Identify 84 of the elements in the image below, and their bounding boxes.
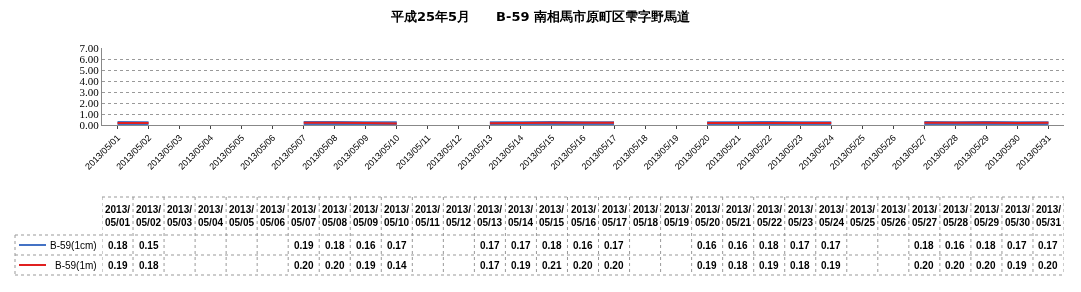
- data-label: 0.20: [945, 260, 965, 271]
- data-label: 0.17: [387, 240, 407, 251]
- data-label: 0.20: [976, 260, 996, 271]
- data-label: 0.20: [604, 260, 624, 271]
- data-label: 0.21: [542, 260, 562, 271]
- y-tick-label: 5.00: [79, 63, 100, 76]
- data-label: 0.19: [108, 260, 128, 271]
- data-label: 0.15: [139, 240, 159, 251]
- data-label: 0.19: [294, 240, 314, 251]
- category-label: 2013/05/08: [322, 204, 348, 228]
- data-label: 0.17: [1038, 240, 1058, 251]
- data-label: 0.20: [294, 260, 314, 271]
- category-label: 2013/05/09: [353, 204, 379, 228]
- category-label: 2013/05/14: [508, 204, 534, 228]
- data-label: 0.17: [511, 240, 531, 251]
- y-tick-label: 3.00: [79, 85, 100, 98]
- data-label: 0.19: [1007, 260, 1027, 271]
- y-tick-label: 7.00: [79, 41, 100, 54]
- category-label: 2013/05/31: [1036, 204, 1062, 228]
- data-label: 0.19: [697, 260, 717, 271]
- category-label: 2013/05/27: [912, 204, 938, 228]
- category-label: 2013/05/13: [477, 204, 503, 228]
- category-label: 2013/05/16: [571, 204, 597, 228]
- category-label: 2013/05/01: [105, 204, 131, 228]
- category-label: 2013/05/07: [291, 204, 317, 228]
- category-label: 2013/05/29: [974, 204, 1000, 228]
- category-label: 2013/05/17: [602, 204, 628, 228]
- category-label: 2013/05/25: [850, 204, 876, 228]
- category-label: 2013/05/21: [726, 204, 752, 228]
- data-label: 0.16: [573, 240, 593, 251]
- data-label: 0.18: [325, 240, 345, 251]
- data-label: 0.17: [790, 240, 810, 251]
- data-label: 0.18: [139, 260, 159, 271]
- data-label: 0.17: [821, 240, 841, 251]
- data-label: 0.17: [480, 240, 500, 251]
- category-label: 2013/05/02: [136, 204, 162, 228]
- data-label: 0.19: [821, 260, 841, 271]
- category-label: 2013/05/20: [695, 204, 721, 228]
- data-label: 0.18: [728, 260, 748, 271]
- data-label: 0.18: [790, 260, 810, 271]
- y-tick-label: 6.00: [79, 52, 100, 65]
- category-label: 2013/05/12: [446, 204, 472, 228]
- category-label: 2013/05/30: [1005, 204, 1031, 228]
- legend-label: B-59(1cm): [50, 240, 97, 251]
- category-label: 2013/05/26: [881, 204, 907, 228]
- data-label: 0.18: [759, 240, 779, 251]
- data-label: 0.20: [1038, 260, 1058, 271]
- category-label: 2013/05/06: [260, 204, 286, 228]
- category-label: 2013/05/19: [664, 204, 690, 228]
- data-label: 0.16: [728, 240, 748, 251]
- category-label: 2013/05/03: [167, 204, 193, 228]
- data-label: 0.20: [325, 260, 345, 271]
- data-label: 0.20: [914, 260, 934, 271]
- y-tick-label: 1.00: [79, 107, 100, 120]
- category-label: 2013/05/04: [198, 204, 224, 228]
- data-label: 0.18: [914, 240, 934, 251]
- category-label: 2013/05/22: [757, 204, 783, 228]
- y-tick-label: 0.00: [79, 118, 100, 131]
- y-tick-label: 2.00: [79, 96, 100, 109]
- data-label: 0.16: [356, 240, 376, 251]
- category-label: 2013/05/05: [229, 204, 255, 228]
- data-label: 0.18: [542, 240, 562, 251]
- data-label: 0.19: [511, 260, 531, 271]
- legend-label: B-59(1m): [55, 260, 97, 271]
- data-label: 0.17: [1007, 240, 1027, 251]
- data-label: 0.20: [573, 260, 593, 271]
- data-label: 0.18: [108, 240, 128, 251]
- category-label: 2013/05/11: [415, 204, 441, 228]
- category-label: 2013/05/15: [539, 204, 565, 228]
- category-label: 2013/05/18: [633, 204, 659, 228]
- y-tick-label: 4.00: [79, 74, 100, 87]
- chart-title: 平成25年5月 B-59 南相馬市原町区雫字野馬道: [389, 9, 692, 25]
- data-label: 0.17: [604, 240, 624, 251]
- category-label: 2013/05/28: [943, 204, 969, 228]
- category-label: 2013/05/24: [819, 204, 845, 228]
- category-label: 2013/05/10: [384, 204, 410, 228]
- data-label: 0.16: [945, 240, 965, 251]
- data-label: 0.19: [759, 260, 779, 271]
- data-label: 0.18: [976, 240, 996, 251]
- data-label: 0.17: [480, 260, 500, 271]
- data-label: 0.19: [356, 260, 376, 271]
- data-label: 0.14: [387, 260, 407, 271]
- data-label: 0.16: [697, 240, 717, 251]
- category-label: 2013/05/23: [788, 204, 814, 228]
